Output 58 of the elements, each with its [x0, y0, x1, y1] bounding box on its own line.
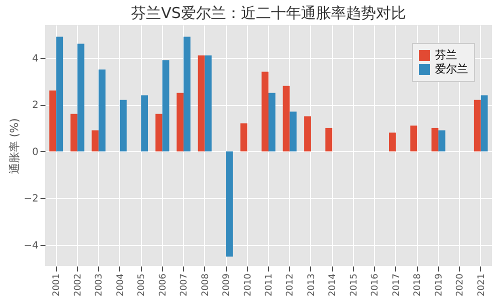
bar	[268, 92, 276, 152]
bar	[184, 36, 190, 152]
x-tick-label: 2015	[349, 274, 360, 296]
bar	[204, 55, 212, 152]
bar	[162, 60, 170, 152]
x-tick-label: 2016	[370, 273, 381, 296]
bar	[49, 90, 56, 152]
bar	[262, 72, 268, 152]
x-tick-label: 2005	[137, 274, 148, 296]
bar	[92, 130, 99, 152]
legend-label: 爱尔兰	[435, 62, 468, 76]
x-tick-label: 2012	[286, 274, 296, 296]
bar	[56, 36, 64, 152]
y-tick-label: −4	[24, 240, 38, 252]
x-tick-label: 2018	[413, 273, 424, 296]
bar	[240, 123, 248, 152]
x-tick-label: 2011	[264, 274, 274, 296]
y-tick-label: 2	[32, 100, 38, 112]
bar	[141, 95, 148, 152]
bar	[176, 92, 184, 152]
bar	[155, 114, 162, 152]
x-tick-label: 2006	[158, 273, 168, 296]
x-tick-label: 2017	[392, 274, 402, 296]
x-tick-label: 2008	[200, 273, 211, 296]
y-tick-label: 0	[32, 146, 38, 158]
x-tick-label: 2007	[180, 274, 190, 296]
bar	[304, 116, 311, 152]
bar	[290, 112, 297, 152]
x-tick-label: 2004	[116, 273, 126, 296]
x-tick-label: 2021	[476, 274, 487, 296]
x-tick-label: 2010	[243, 273, 254, 296]
x-tick-label: 2001	[52, 274, 62, 296]
bar	[438, 130, 446, 152]
bar	[389, 132, 396, 152]
y-axis-title: 通胀率 (%)	[8, 118, 21, 174]
bar	[198, 55, 205, 152]
x-tick-label: 2013	[306, 274, 317, 296]
x-tick-label: 2019	[434, 273, 444, 296]
x-tick-label: 2003	[94, 274, 105, 296]
y-tick-label: −2	[24, 194, 38, 205]
bar	[226, 151, 233, 257]
x-tick-label: 2002	[73, 274, 84, 296]
y-tick-label: 4	[32, 53, 38, 64]
bar	[77, 44, 84, 152]
bar	[98, 69, 106, 152]
bar	[120, 100, 127, 152]
bar	[282, 86, 290, 152]
bar	[474, 100, 481, 152]
x-tick-label: 2009	[222, 273, 232, 296]
bar	[431, 128, 438, 152]
bar	[70, 114, 78, 152]
x-tick-label: 2020	[456, 273, 466, 296]
bar	[410, 126, 418, 152]
x-tick-label: 2014	[328, 273, 338, 296]
bar	[325, 128, 332, 152]
legend-label: 芬兰	[435, 48, 457, 62]
bar	[480, 95, 488, 152]
chart-title: 芬兰VS爱尔兰：近二十年通胀率趋势对比	[131, 4, 406, 22]
